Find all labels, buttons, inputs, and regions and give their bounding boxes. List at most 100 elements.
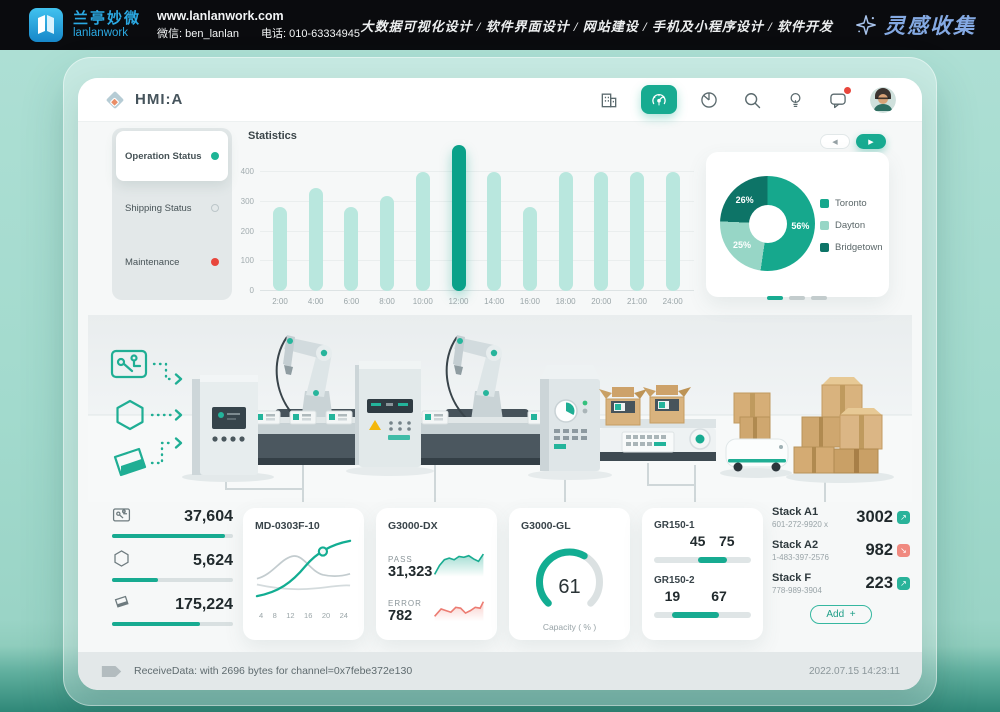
dashboard-gauge-icon[interactable] [641,85,677,114]
donut-chart: 56% 25% 26% [720,176,815,271]
md-line-chart [255,539,352,598]
pie-chart-icon[interactable] [698,89,720,111]
md-x-labels: 4 8 12 16 20 24 [255,611,352,620]
circuit-board-icon [112,505,131,529]
counter-progress [112,578,233,582]
donut-hole [748,204,787,243]
gridline [260,171,694,173]
bar[interactable] [522,206,537,291]
range-low-value: 45 [689,533,706,549]
bar[interactable] [451,145,466,291]
range-track[interactable] [654,557,751,563]
bar[interactable] [630,172,644,291]
data-tag-icon [101,665,122,677]
dashboard-window: HMI:A [78,78,922,690]
trend-up-icon: ↗ [897,511,910,524]
counter-value: 175,224 [175,596,233,613]
pager-prev-button[interactable]: ◀ [820,134,850,149]
stack-row[interactable]: Stack F 778-989-3904 223 ↗ [772,572,910,595]
bar[interactable] [415,172,430,291]
bar[interactable] [558,172,573,291]
chat-icon[interactable] [827,86,851,111]
trend-up-icon: ↗ [897,577,910,590]
bar[interactable] [308,188,323,291]
stack-value: 223 [865,574,893,592]
add-button[interactable]: Add + [810,605,872,624]
app-logo-text: HMI:A [135,91,184,108]
donut-panel: 56% 25% 26% Toronto Dayton Bridgetown [706,152,889,297]
stack-code: 1-483-397-2576 [772,553,829,562]
pager-dash[interactable] [789,296,805,300]
donut-slice-label: 25% [733,239,752,250]
counter-progress-fill [112,622,201,626]
building-icon[interactable] [598,89,620,111]
pager-dash[interactable] [767,296,783,300]
error-label: ERROR [388,599,422,608]
status-dot [211,152,219,160]
gauge-caption: Capacity ( % ) [542,622,597,632]
bar[interactable] [487,172,502,291]
stack-value: 982 [865,541,893,559]
flask-icon [112,593,131,617]
production-counters: 37,604 5,624 175,224 [112,507,233,639]
bar[interactable] [380,195,395,291]
search-icon[interactable] [741,89,763,111]
stack-value: 3002 [856,508,893,526]
stack-list: Stack A1 601-272-9920 x 3002 ↗ Stack A2 1-483… [772,506,910,624]
sparkle-star-icon [856,15,876,35]
circuit-board-icon [110,349,148,379]
gridline [260,230,694,232]
range-fill[interactable] [672,612,719,618]
range-slider[interactable]: 19 67 [654,586,751,630]
range-slider[interactable]: 45 75 [654,531,751,575]
legend-label: Bridgetown [835,242,883,253]
stack-name: Stack A1 [772,506,819,518]
idea-bulb-icon[interactable] [784,89,806,111]
range-high-value: 75 [718,533,735,549]
y-axis-label: 200 [240,226,254,236]
legend-label: Toronto [835,198,867,209]
pager-dash[interactable] [811,296,827,300]
stack-row[interactable]: Stack A2 1-483-397-2576 982 ↘ [772,539,910,562]
avatar[interactable] [870,86,896,113]
status-dot [211,204,219,212]
bar[interactable] [344,206,359,291]
notification-dot [844,86,851,94]
legend-swatch [820,199,829,208]
dx-title: G3000-DX [388,520,438,532]
md-x-label: 16 [304,611,313,620]
counter-value: 5,624 [192,552,233,569]
sidebar-item-operation-status[interactable]: Operation Status [116,131,228,181]
stack-row[interactable]: Stack A1 601-272-9920 x 3002 ↗ [772,506,910,529]
error-sparkline [434,601,485,622]
pager-dashes [767,296,827,300]
brand-english: lanlanwork [73,26,128,39]
open-box [643,385,691,424]
sidebar-item-maintenance[interactable]: Maintenance [112,235,232,289]
counter-row: 37,604 [112,507,233,538]
open-box [599,387,647,426]
bar[interactable] [665,172,680,291]
trend-down-icon: ↘ [897,544,910,557]
legend-item[interactable]: Toronto [820,198,883,209]
y-axis-label: 400 [240,167,254,177]
sidebar-item-shipping-status[interactable]: Shipping Status [112,181,232,235]
phone-text: 电话: 010-63334945 [260,28,361,41]
range-track[interactable] [654,612,751,618]
legend-item[interactable]: Bridgetown [820,242,883,253]
pager-next-button[interactable]: ▶ [856,134,886,149]
stack-name: Stack A2 [772,539,819,551]
range-fill[interactable] [697,557,727,563]
statistics-title: Statistics [248,130,297,142]
range-high-value: 67 [711,588,727,604]
warning-triangle-icon [369,420,381,430]
legend-item[interactable]: Dayton [820,220,883,231]
bar[interactable] [594,172,609,291]
factory-illustration [88,315,912,502]
material-input-icons [110,349,183,477]
counter-progress [112,534,233,538]
agv-robot [725,392,789,472]
x-axis-label: 6:00 [343,297,360,306]
range-low-value: 19 [664,588,681,604]
bar[interactable] [273,206,287,291]
